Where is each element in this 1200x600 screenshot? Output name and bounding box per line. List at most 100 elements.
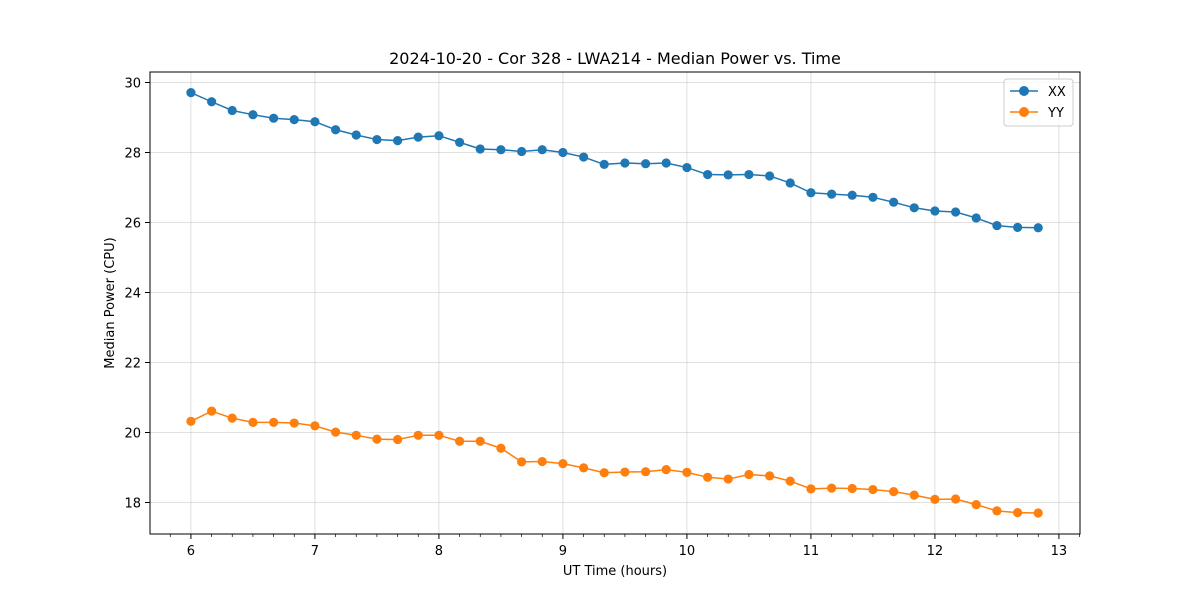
data-point-yy [227, 413, 237, 423]
x-tick-label: 10 [679, 544, 696, 559]
data-point-xx [517, 146, 527, 157]
data-point-xx [806, 188, 816, 198]
data-point-yy [558, 459, 568, 469]
data-point-xx [372, 134, 382, 145]
x-tick-label: 8 [435, 544, 443, 559]
data-point-yy [930, 494, 940, 504]
legend: XX YY [1003, 78, 1074, 127]
data-point-xx [909, 203, 919, 213]
data-point-yy [372, 434, 382, 444]
data-point-xx [496, 145, 506, 155]
data-point-xx [682, 162, 692, 173]
chart-title: 2024-10-20 - Cor 328 - LWA214 - Median P… [389, 49, 841, 68]
x-tick-label: 7 [311, 544, 319, 559]
data-point-yy [641, 467, 651, 477]
data-point-yy [951, 494, 961, 504]
data-point-xx [599, 159, 609, 169]
x-tick-label: 13 [1051, 544, 1068, 559]
y-tick-label: 28 [124, 147, 141, 162]
data-point-yy [413, 430, 423, 440]
legend-label-xx: XX [1048, 85, 1066, 100]
data-point-xx [579, 152, 589, 162]
data-point-xx [765, 171, 775, 181]
data-point-yy [579, 463, 589, 473]
data-point-xx [413, 132, 423, 142]
legend-label-yy: YY [1047, 106, 1064, 121]
data-point-yy [682, 467, 692, 477]
data-point-xx [537, 145, 547, 155]
data-point-yy [599, 468, 609, 478]
axis-ticks: 6 7 8 9 10 11 12 13 18 20 22 24 26 28 30 [124, 77, 1080, 559]
data-point-yy [620, 467, 630, 477]
data-point-xx [351, 130, 361, 140]
data-point-yy [765, 471, 775, 481]
data-point-yy [847, 483, 857, 494]
data-point-xx [785, 178, 795, 188]
data-point-yy [248, 417, 258, 427]
data-point-xx [992, 221, 1002, 231]
x-tick-label: 6 [187, 544, 195, 559]
data-point-xx [475, 144, 485, 154]
data-point-yy [393, 434, 403, 445]
data-point-xx [269, 113, 279, 123]
x-tick-label: 9 [559, 544, 567, 559]
data-point-xx [1013, 222, 1023, 232]
data-point-yy [827, 483, 837, 493]
plot-frame [149, 71, 1081, 535]
data-point-xx [620, 158, 630, 168]
data-point-xx [331, 125, 341, 135]
data-point-yy [868, 484, 878, 495]
data-point-yy [475, 436, 485, 446]
data-point-xx [455, 137, 465, 147]
data-point-xx [248, 110, 258, 120]
series-yy [186, 406, 1043, 518]
data-point-yy [661, 465, 671, 475]
data-point-xx [227, 105, 237, 116]
data-point-yy [517, 457, 527, 467]
data-point-xx [186, 88, 196, 98]
data-point-xx [434, 131, 444, 141]
data-point-xx [827, 189, 837, 199]
data-point-yy [331, 427, 341, 437]
data-point-xx [310, 117, 320, 127]
y-tick-label: 26 [124, 217, 141, 232]
legend-marker-xx [1019, 86, 1029, 96]
data-point-xx [1033, 223, 1043, 233]
x-tick-label: 12 [927, 544, 944, 559]
data-point-yy [992, 506, 1002, 516]
grid-lines [150, 72, 1080, 534]
data-point-xx [723, 170, 733, 180]
data-point-yy [703, 472, 713, 482]
data-point-yy [496, 443, 506, 453]
data-point-yy [806, 484, 816, 494]
data-point-xx [971, 213, 981, 223]
data-point-xx [641, 159, 651, 169]
data-point-yy [310, 421, 320, 431]
data-point-yy [971, 500, 981, 510]
data-point-yy [1033, 508, 1043, 518]
data-point-xx [868, 192, 878, 202]
x-axis-label: UT Time (hours) [563, 564, 667, 579]
data-point-yy [351, 430, 361, 440]
y-axis-label: Median Power (CPU) [103, 237, 118, 368]
data-point-yy [785, 476, 795, 486]
y-tick-label: 22 [124, 357, 141, 372]
series-xx [186, 88, 1043, 233]
data-point-yy [744, 469, 754, 480]
data-point-xx [703, 169, 713, 180]
data-point-yy [909, 490, 919, 500]
data-point-yy [186, 416, 196, 426]
legend-marker-yy [1019, 107, 1029, 117]
data-point-yy [207, 406, 217, 416]
data-point-yy [455, 436, 465, 446]
series-group [186, 88, 1043, 518]
data-point-xx [744, 169, 754, 180]
data-point-yy [537, 456, 547, 467]
x-tick-label: 11 [803, 544, 820, 559]
data-point-yy [434, 430, 444, 440]
data-point-yy [269, 417, 279, 427]
data-point-xx [930, 206, 940, 216]
y-tick-label: 18 [124, 497, 141, 512]
